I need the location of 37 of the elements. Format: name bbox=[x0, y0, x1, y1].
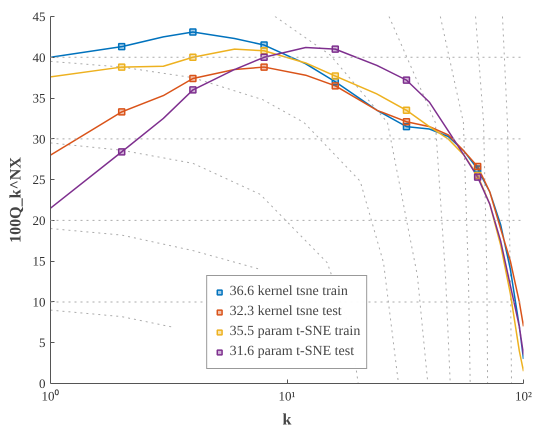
point bbox=[402, 76, 410, 84]
point bbox=[118, 148, 126, 156]
point bbox=[189, 28, 197, 36]
y-tick-label: 5 bbox=[39, 335, 46, 350]
point bbox=[332, 45, 340, 53]
point bbox=[402, 106, 410, 114]
y-axis-title: 100Q_k^NX bbox=[8, 156, 24, 243]
point bbox=[189, 54, 197, 62]
x-tick-label: 10¹ bbox=[278, 388, 296, 404]
y-tick-label: 30 bbox=[32, 131, 46, 146]
y-tick-label: 35 bbox=[32, 90, 46, 106]
point bbox=[118, 42, 126, 50]
point bbox=[118, 63, 126, 71]
x-tick-label: 10⁰ bbox=[42, 388, 60, 404]
legend-label: 35.5 param t-SNE train bbox=[230, 324, 360, 340]
point bbox=[260, 54, 268, 62]
legend-label: 31.6 param t-SNE test bbox=[230, 344, 354, 360]
y-tick-label: 40 bbox=[32, 50, 46, 65]
y-tick-label: 25 bbox=[32, 172, 46, 188]
point bbox=[189, 74, 197, 82]
point bbox=[260, 47, 268, 55]
point bbox=[332, 72, 340, 80]
y-tick-label: 45 bbox=[32, 9, 46, 24]
point bbox=[260, 63, 268, 71]
x-axis-title: k bbox=[282, 412, 292, 428]
point bbox=[189, 86, 197, 94]
y-tick-label: 20 bbox=[32, 212, 46, 228]
legend-label: 32.3 kernel tsne test bbox=[230, 304, 342, 320]
y-tick-label: 10 bbox=[32, 294, 46, 310]
point bbox=[474, 162, 482, 170]
y-tick-label: 15 bbox=[32, 254, 46, 269]
point bbox=[402, 118, 410, 126]
y-tick-label: 0 bbox=[39, 376, 46, 391]
legend-label: 36.6 kernel tsne train bbox=[230, 284, 348, 300]
x-tick-label: 10² bbox=[515, 388, 532, 404]
point bbox=[332, 82, 340, 90]
point bbox=[118, 108, 126, 116]
